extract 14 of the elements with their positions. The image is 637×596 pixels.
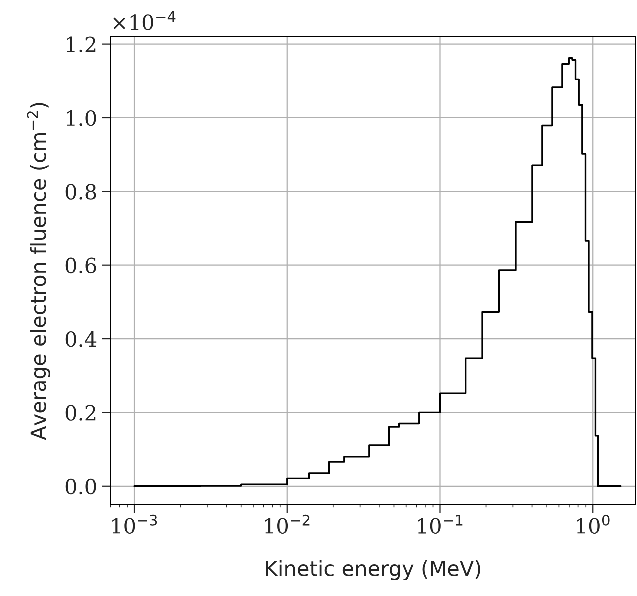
- x-axis-title: Kinetic energy (MeV): [266, 560, 480, 581]
- x-tick-label: 10$^{−3}$: [112, 514, 158, 534]
- y-tick-label: 0.2: [66, 405, 96, 421]
- y-axis-title: Average electron fluence (cm$^{−2}$): [27, 103, 50, 440]
- text: ×10$^{−4}$: [114, 12, 176, 30]
- y-tick-label: 0.4: [66, 331, 97, 348]
- y-tick-label: 1.0: [67, 110, 96, 126]
- x-tick-label: 10$^{0}$: [577, 514, 610, 534]
- y-tick-label: 0.6: [66, 258, 96, 274]
- y-tick-label: 1.2: [67, 36, 96, 53]
- y-tick-label: 0.8: [66, 184, 96, 200]
- y-tick-label: 0.0: [66, 478, 96, 495]
- x-tick-label: 10$^{−2}$: [265, 514, 310, 534]
- x-tick-label: 10$^{−1}$: [418, 515, 463, 534]
